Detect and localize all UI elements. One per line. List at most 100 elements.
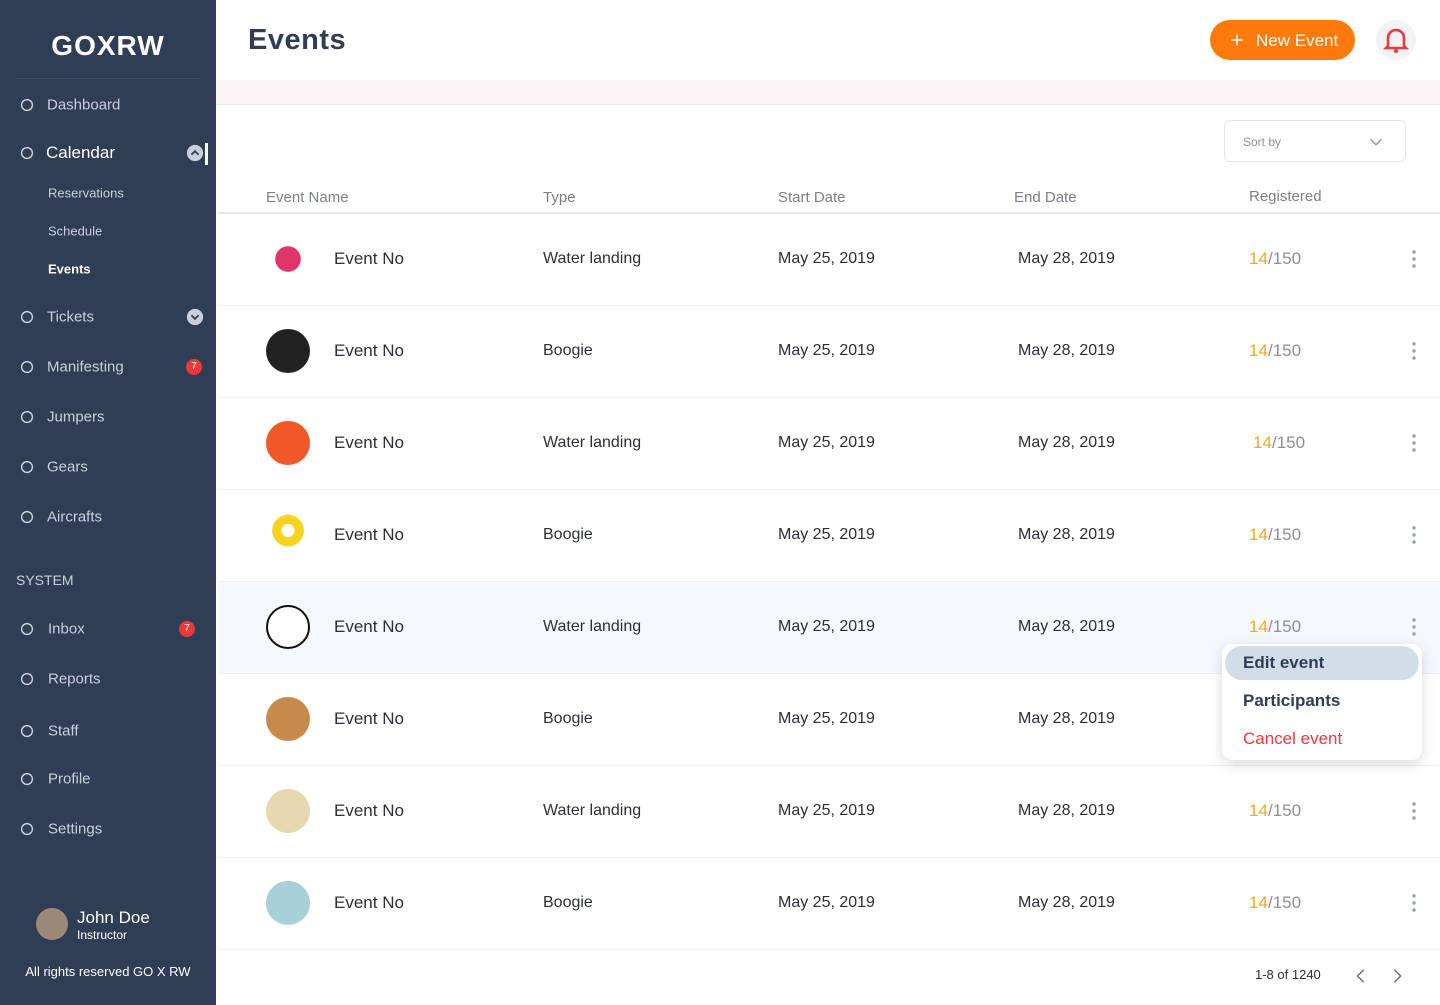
nav-icon[interactable] (18, 722, 36, 740)
nav-icon[interactable] (18, 620, 36, 638)
nav-icon[interactable] (18, 670, 36, 688)
logo-rule (16, 78, 200, 79)
nav-item[interactable]: Manifesting (47, 358, 124, 376)
notification-button-svg (1382, 28, 1410, 53)
menu-item[interactable]: Edit event (1225, 646, 1419, 680)
row-actions-svg (1412, 618, 1416, 636)
nav-item[interactable]: Staff (48, 722, 79, 740)
sort-select[interactable]: Sort by (1224, 120, 1406, 162)
nav-icon-svg (20, 360, 34, 374)
pagination-label: 1-8 of 1240 (1255, 967, 1321, 982)
nav-icon-svg (20, 622, 34, 636)
sub-item[interactable]: Reservations (48, 185, 124, 201)
nav-toggle-svg (186, 308, 204, 326)
row-actions-svg (1412, 526, 1416, 544)
nav-icon[interactable] (18, 308, 36, 326)
nav-item[interactable]: Inbox (48, 620, 85, 638)
table-row[interactable] (218, 398, 1440, 489)
header-rule (218, 212, 1440, 214)
capacity: /150 (1272, 433, 1306, 452)
nav-item[interactable]: Reports (48, 670, 101, 688)
event-icon (266, 789, 310, 833)
nav-icon-svg (20, 146, 34, 160)
row-actions-svg (1412, 894, 1416, 912)
row-rule (218, 949, 1440, 950)
row-actions[interactable] (1404, 801, 1424, 821)
event-name: Event No (334, 801, 404, 820)
end-date: May 28, 2019 (1018, 342, 1115, 359)
table-row[interactable] (218, 858, 1440, 949)
nav-item[interactable]: Settings (48, 820, 103, 838)
row-actions-svg (1412, 434, 1416, 452)
capacity: /150 (1268, 249, 1302, 268)
row-rule (218, 765, 1440, 766)
nav-icon[interactable] (18, 96, 36, 114)
divider (216, 104, 1440, 105)
end-date: May 28, 2019 (1018, 710, 1115, 727)
nav-item[interactable]: Jumpers (47, 408, 105, 426)
event-type: Water landing (543, 802, 642, 819)
prev-page[interactable] (1352, 967, 1370, 985)
active-bar (205, 143, 208, 165)
row-actions[interactable] (1404, 249, 1424, 269)
nav-icon[interactable] (18, 408, 36, 426)
row-actions-svg (1412, 342, 1416, 360)
start-date: May 25, 2019 (778, 618, 875, 635)
nav-item[interactable]: Calendar (46, 143, 115, 162)
menu-item[interactable]: Cancel event (1225, 722, 1419, 756)
nav-item[interactable]: Dashboard (47, 96, 121, 114)
chevron-down-svg (1370, 138, 1382, 146)
footer-text: All rights reserved GO X RW (25, 964, 191, 979)
registered: 14 (1253, 433, 1272, 452)
nav-icon[interactable] (18, 820, 36, 838)
row-actions[interactable] (1404, 433, 1424, 453)
start-date: May 25, 2019 (778, 526, 875, 543)
nav-item[interactable]: Tickets (47, 308, 94, 326)
row-actions[interactable] (1404, 341, 1424, 361)
end-date: May 28, 2019 (1018, 250, 1115, 267)
event-type: Boogie (543, 526, 593, 543)
start-date: May 25, 2019 (778, 342, 875, 359)
nav-toggle[interactable] (186, 144, 204, 162)
row-actions[interactable] (1404, 525, 1424, 545)
column-header: Start Date (778, 189, 846, 206)
top-strip (216, 80, 1440, 104)
registered: 14 (1249, 249, 1268, 268)
column-header: Type (543, 189, 576, 206)
column-header: Event Name (266, 189, 349, 206)
nav-icon[interactable] (18, 144, 36, 162)
event-type: Water landing (543, 434, 642, 451)
table-row[interactable] (218, 766, 1440, 857)
nav-icon[interactable] (18, 358, 36, 376)
event-icon (266, 421, 310, 465)
end-date: May 28, 2019 (1018, 618, 1115, 635)
next-page-svg (1393, 969, 1402, 983)
menu-item[interactable]: Participants (1225, 684, 1419, 718)
table-row[interactable] (218, 214, 1440, 305)
sub-item[interactable]: Schedule (48, 223, 103, 239)
nav-item[interactable]: Aircrafts (47, 508, 103, 526)
nav-item[interactable]: Gears (47, 458, 88, 476)
nav-icon-svg (20, 672, 34, 686)
table-row[interactable] (218, 306, 1440, 397)
nav-icon[interactable] (18, 508, 36, 526)
row-actions[interactable] (1404, 617, 1424, 637)
next-page[interactable] (1388, 967, 1406, 985)
row-actions[interactable] (1404, 893, 1424, 913)
event-icon (266, 605, 310, 649)
nav-icon-svg (20, 510, 34, 524)
event-icon (266, 329, 310, 373)
nav-toggle[interactable] (186, 308, 204, 326)
event-name: Event No (334, 433, 404, 452)
table-row[interactable] (218, 490, 1440, 581)
menu-item-label: Participants (1243, 691, 1341, 710)
user-name: John Doe (77, 908, 150, 927)
sub-item[interactable]: Events (48, 261, 91, 277)
new-event-button[interactable]: New Event (1210, 20, 1355, 60)
nav-icon[interactable] (18, 770, 36, 788)
end-date: May 28, 2019 (1018, 894, 1115, 911)
row-actions-svg (1412, 802, 1416, 820)
nav-icon[interactable] (18, 458, 36, 476)
notification-button[interactable] (1376, 20, 1416, 60)
nav-item[interactable]: Profile (48, 770, 91, 788)
